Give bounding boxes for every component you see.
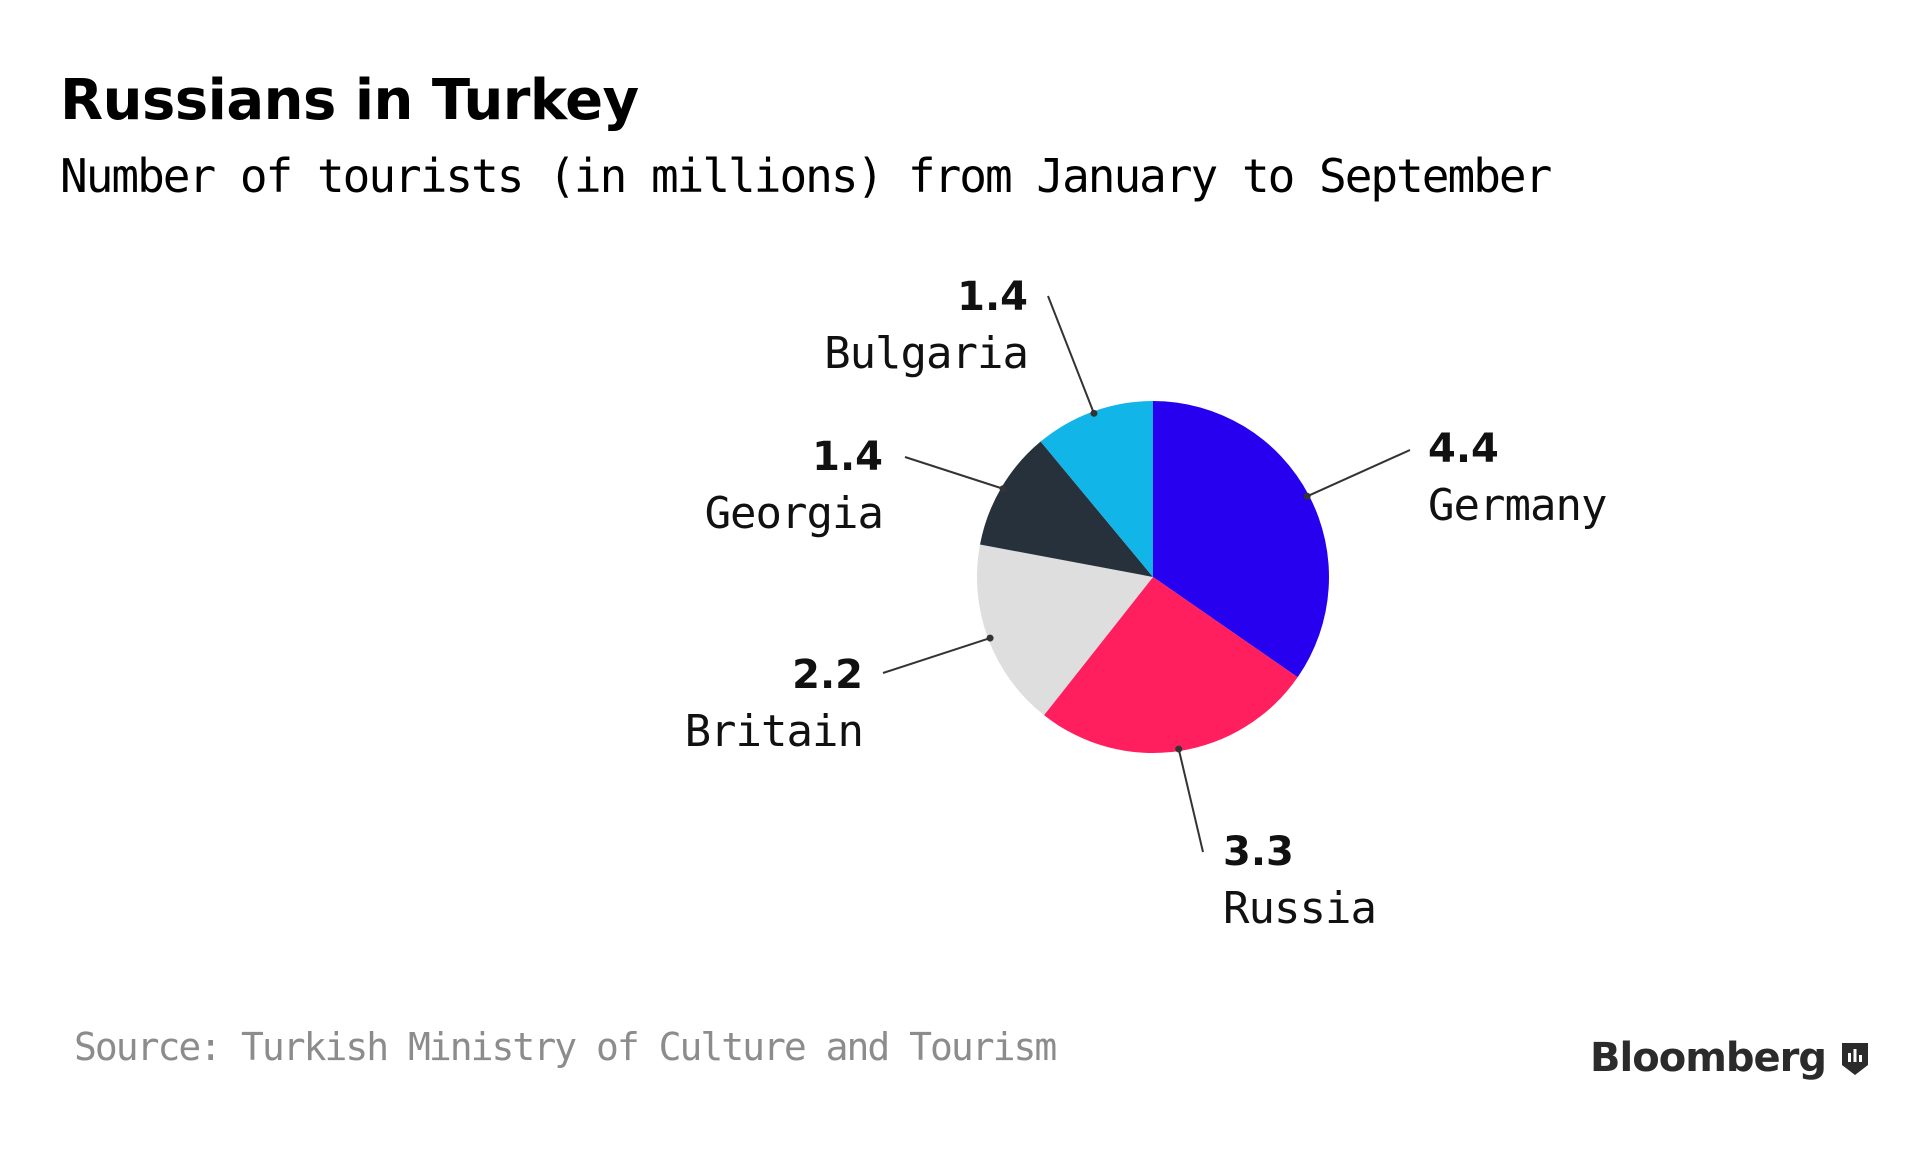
leader-line-georgia [904,456,1004,490]
pie-slice-germany [1153,401,1329,678]
bloomberg-terminal-icon [1842,1043,1868,1075]
leader-line-britain [882,637,991,674]
data-label-value-germany: 4.4 [1428,426,1499,472]
data-label-name-russia: Russia [1223,883,1376,934]
pie-slice-georgia [980,441,1153,577]
data-label-value-russia: 3.3 [1223,829,1294,875]
leader-line-germany [1306,449,1411,498]
chart-subtitle: Number of tourists (in millions) from Ja… [60,149,1552,203]
source-note: Source: Turkish Ministry of Culture and … [74,1025,1057,1069]
data-label-value-bulgaria: 1.4 [957,274,1028,320]
pie-labels: 4.4 Germany 3.3 Russia 2.2 Britain 1.4 Georgia 1… [685,274,1608,934]
leader-dot-bulgaria [1090,409,1098,417]
pie-slice-bulgaria [1040,401,1153,577]
leader-line-russia [1177,748,1204,853]
brand-logo: Bloomberg [1590,1034,1872,1082]
brand-name: Bloomberg [1590,1035,1827,1081]
leader-dot-germany [1303,492,1311,500]
leader-dot-russia [1175,745,1183,753]
pie-leader-lines [882,295,1411,853]
pie-chart: 4.4 Germany 3.3 Russia 2.2 Britain 1.4 Georgia 1… [685,274,1608,934]
leader-dot-britain [986,634,994,642]
leader-line-bulgaria [1047,295,1095,414]
data-label-name-britain: Britain [685,706,863,757]
leader-dot-georgia [999,485,1007,493]
data-label-name-bulgaria: Bulgaria [824,328,1028,379]
data-label-value-britain: 2.2 [792,652,863,698]
pie-slice-russia [1043,577,1298,754]
chart-title: Russians in Turkey [60,68,639,133]
data-label-name-georgia: Georgia [705,488,883,539]
pie-slice-britain [977,544,1153,716]
data-label-value-georgia: 1.4 [812,434,883,480]
pie-slices [977,401,1329,754]
data-label-name-germany: Germany [1428,480,1606,531]
